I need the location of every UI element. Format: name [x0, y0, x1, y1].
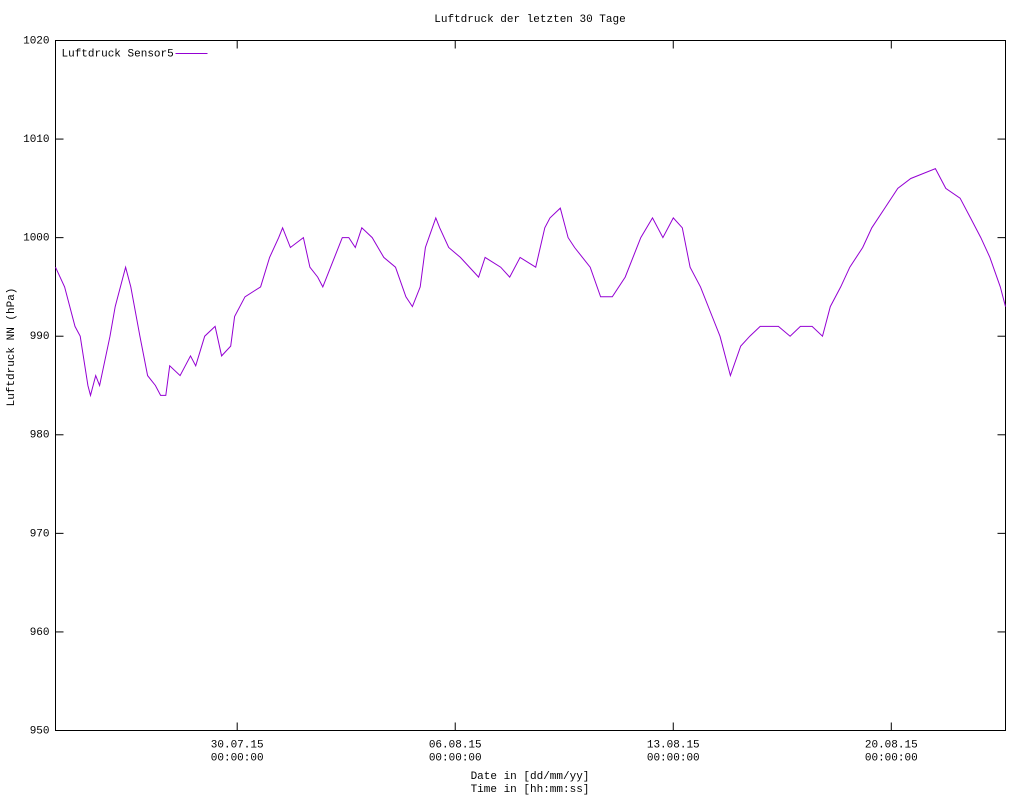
x-tick-label-line: 00:00:00: [865, 752, 918, 764]
legend-label: Luftdruck Sensor5: [62, 48, 174, 60]
x-tick-label: 13.08.15 00:00:00: [647, 739, 700, 764]
y-tick-label: 1020: [23, 35, 49, 47]
x-tick-label: 06.08.15 00:00:00: [429, 739, 482, 764]
x-tick-label-line: 20.08.15: [865, 739, 918, 751]
x-axis-label: Date in [dd/mm/yy]: [471, 771, 590, 783]
y-tick-label: 980: [30, 430, 50, 442]
x-tick-label-line: 00:00:00: [647, 752, 700, 764]
x-axis-label: Time in [hh:mm:ss]: [471, 784, 590, 796]
y-tick-label: 960: [30, 627, 50, 639]
y-tick-label: 970: [30, 528, 50, 540]
y-tick-label: 1010: [23, 134, 49, 146]
x-tick-label-line: 00:00:00: [429, 752, 482, 764]
x-tick-label: 30.07.15 00:00:00: [211, 739, 264, 764]
x-tick-label-line: 13.08.15: [647, 739, 700, 751]
y-tick-label: 950: [30, 725, 50, 737]
chart-title: Luftdruck der letzten 30 Tage: [434, 14, 625, 26]
x-tick-label-line: 30.07.15: [211, 739, 264, 751]
y-axis-label: Luftdruck NN (hPa): [6, 288, 18, 407]
y-tick-label: 1000: [23, 233, 49, 245]
x-tick-label: 20.08.15 00:00:00: [865, 739, 918, 764]
plot-frame: [55, 40, 1006, 731]
data-line: [55, 167, 1006, 398]
y-tick-label: 990: [30, 331, 50, 343]
x-tick-label-line: 06.08.15: [429, 739, 482, 751]
x-tick-label-line: 00:00:00: [211, 752, 264, 764]
